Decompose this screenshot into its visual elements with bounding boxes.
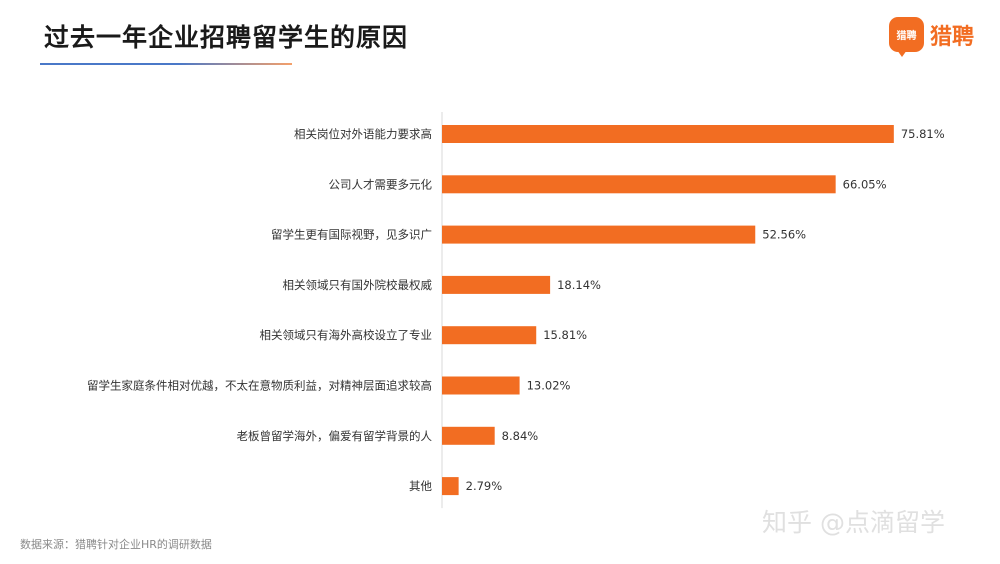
title-underline — [40, 63, 292, 65]
category-label: 相关岗位对外语能力要求高 — [294, 127, 432, 141]
bar — [442, 125, 894, 143]
data-label: 15.81% — [543, 328, 587, 342]
bar — [442, 225, 756, 244]
category-label: 相关领域只有海外高校设立了专业 — [260, 328, 433, 342]
bar — [442, 376, 520, 395]
bar — [442, 426, 495, 445]
data-label: 2.79% — [466, 479, 503, 493]
data-label: 66.05% — [843, 177, 887, 191]
brand-logo: 猎聘 猎聘 — [889, 17, 975, 57]
category-label: 相关领域只有国外院校最权威 — [283, 278, 433, 292]
category-label: 其他 — [409, 479, 432, 493]
logo-chat-bubble-icon: 猎聘 — [889, 17, 924, 57]
bar — [442, 175, 836, 194]
data-label: 52.56% — [762, 228, 806, 242]
data-label: 8.84% — [502, 429, 539, 443]
category-label: 留学生家庭条件相对优越，不太在意物质利益，对精神层面追求较高 — [87, 379, 432, 393]
bar — [442, 326, 537, 345]
category-label: 公司人才需要多元化 — [329, 177, 433, 191]
data-label: 18.14% — [557, 278, 601, 292]
bar — [442, 477, 459, 496]
data-label: 13.02% — [527, 379, 571, 393]
category-label: 留学生更有国际视野，见多识广 — [271, 228, 432, 242]
watermark: 知乎 @点滴留学 — [762, 508, 945, 537]
bar — [442, 275, 551, 294]
logo-text: 猎聘 — [930, 24, 975, 50]
data-source-note: 数据来源：猎聘针对企业HR的调研数据 — [20, 538, 212, 551]
page-title: 过去一年企业招聘留学生的原因 — [44, 23, 409, 52]
data-label: 75.81% — [901, 127, 945, 141]
category-label: 老板曾留学海外，偏爱有留学背景的人 — [237, 429, 433, 443]
